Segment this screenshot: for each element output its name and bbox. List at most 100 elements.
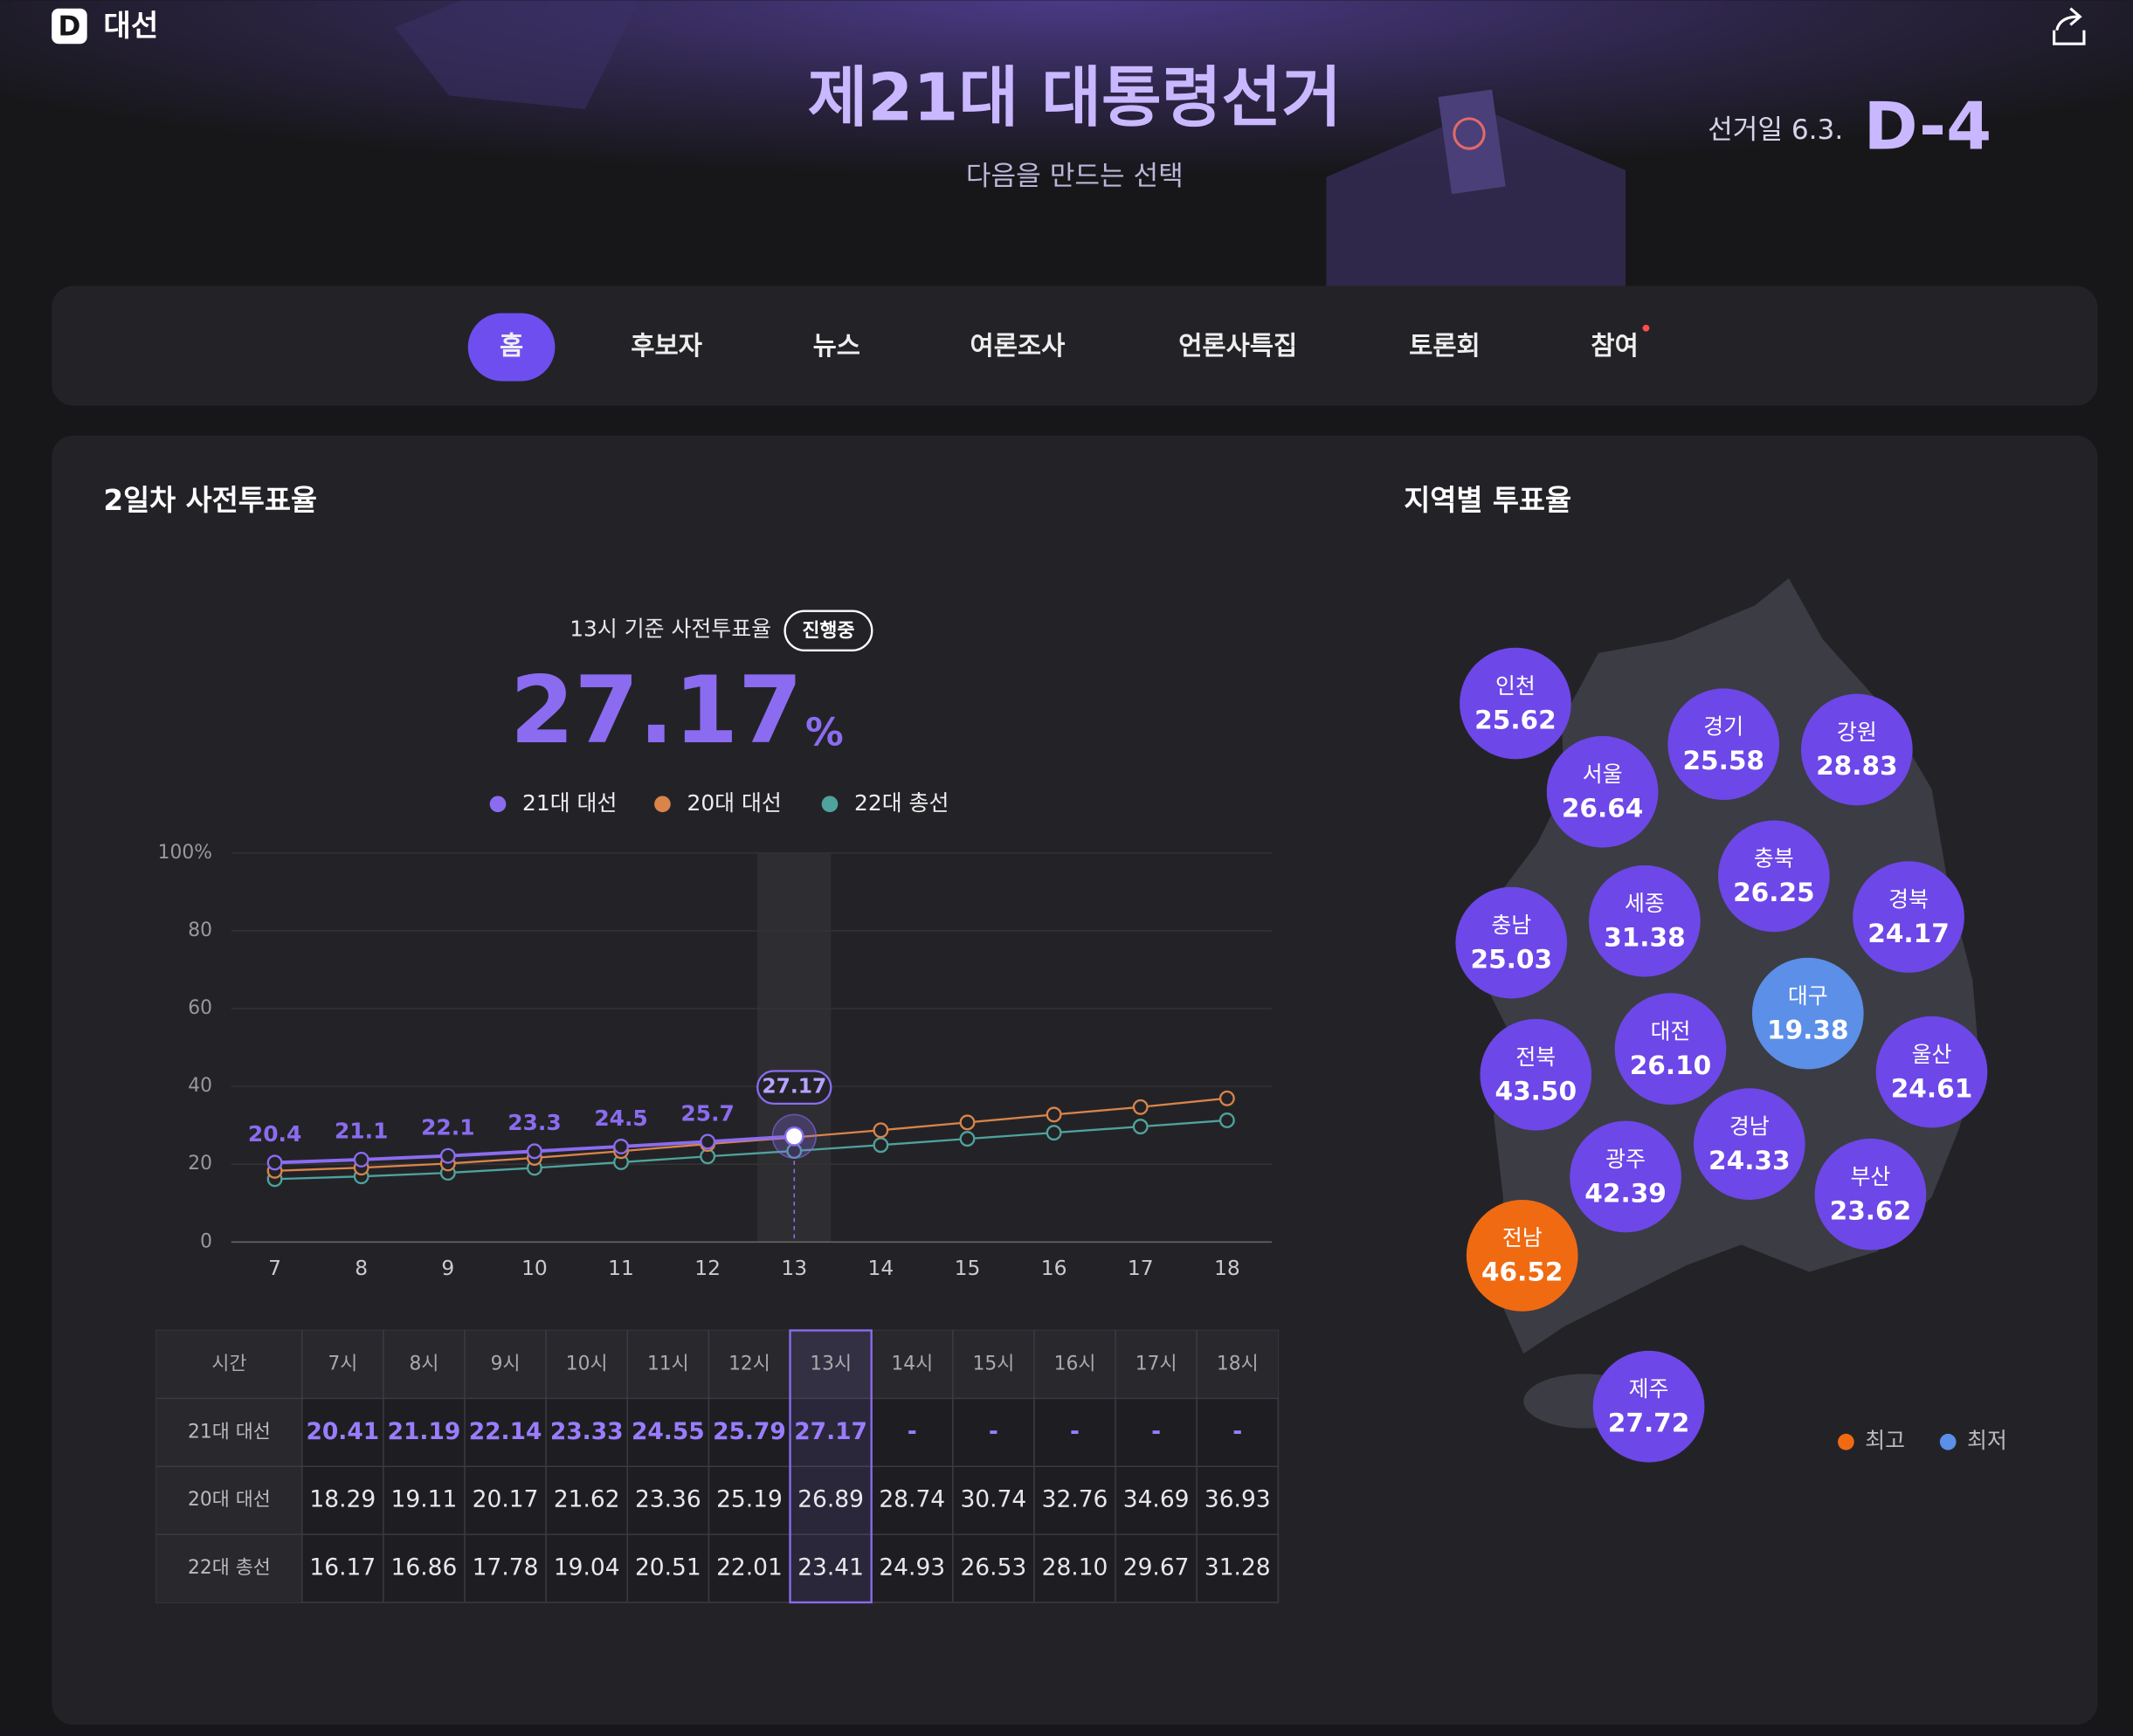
nav-item[interactable]: 토론회 [1409, 331, 1481, 361]
table-header-cell: 17시 [1136, 1353, 1177, 1374]
y-tick-label: 100% [158, 842, 212, 864]
data-label: 25.7 [680, 1100, 734, 1126]
point [873, 1137, 889, 1154]
y-tick-label: 60 [188, 997, 212, 1019]
point [1218, 1090, 1235, 1106]
current-unit: % [805, 711, 844, 754]
table-cell: 24.55 [632, 1418, 705, 1445]
table-cell: 32.76 [1042, 1486, 1108, 1513]
table-cell: 25.19 [716, 1486, 783, 1513]
share-icon[interactable] [2053, 7, 2086, 45]
table-cell: 24.93 [879, 1554, 945, 1581]
decor-ballot [1438, 89, 1506, 195]
subtitle: 다음을 만드는 선택 [966, 161, 1184, 192]
region-bubble[interactable] [1592, 1350, 1705, 1463]
region-bubble[interactable] [1466, 1200, 1578, 1312]
point [266, 1154, 283, 1171]
table-cell: 20.51 [635, 1554, 701, 1581]
region-value: 26.10 [1630, 1051, 1712, 1080]
region-bubble[interactable] [1667, 688, 1780, 801]
region-bubble[interactable] [1693, 1088, 1805, 1201]
region-name: 울산 [1912, 1042, 1952, 1067]
nav-item[interactable]: 뉴스 [813, 331, 860, 361]
region-bubble[interactable] [1589, 865, 1701, 977]
current-col [789, 1329, 873, 1604]
point [1132, 1099, 1149, 1115]
region-bubble[interactable] [1460, 647, 1571, 760]
caption: 13시 기준 사전투표율 [569, 616, 771, 641]
logo-box[interactable] [52, 8, 87, 45]
x-tick-label: 11 [608, 1256, 634, 1280]
point [700, 1133, 716, 1150]
table-row-label: 21대 대선 [188, 1421, 271, 1443]
table-cell: 16.86 [391, 1554, 458, 1581]
table-header-cell: 13시 [810, 1353, 852, 1374]
table-head [156, 1330, 1279, 1399]
x-tick-label: 13 [781, 1256, 807, 1280]
point [353, 1151, 369, 1168]
region-value: 23.62 [1830, 1196, 1912, 1226]
point [526, 1143, 542, 1160]
point [873, 1122, 889, 1139]
region-value: 27.72 [1608, 1408, 1690, 1437]
table-cell: 16.17 [309, 1554, 376, 1581]
table-row-label: 22대 총선 [188, 1557, 271, 1579]
table-header-cell: 11시 [647, 1353, 689, 1374]
point [439, 1147, 456, 1164]
region-name: 광주 [1605, 1147, 1646, 1172]
region-bubble[interactable] [1800, 693, 1913, 806]
table-cell: 26.53 [960, 1554, 1026, 1581]
region-value: 31.38 [1604, 922, 1686, 952]
table-header-cell: 18시 [1217, 1353, 1259, 1374]
table-cell: 17.78 [473, 1554, 539, 1581]
table-cell: 28.10 [1042, 1554, 1108, 1581]
table-cell: 20.17 [473, 1486, 539, 1513]
table-cell: 31.28 [1205, 1554, 1271, 1581]
map-legend-label: 최저 [1967, 1428, 2007, 1453]
region-bubble[interactable] [1455, 886, 1568, 999]
nav-item[interactable]: 참여 [1591, 331, 1638, 361]
nav-item[interactable]: 후보자 [631, 331, 702, 361]
table-cell: 23.36 [635, 1486, 701, 1513]
region-bubble[interactable] [1546, 735, 1659, 848]
region-name: 인천 [1495, 673, 1536, 699]
region-name: 제주 [1629, 1376, 1669, 1402]
decor-ballot-box [1326, 108, 1626, 293]
legend-dot [654, 796, 671, 813]
legend-label: 20대 대선 [687, 790, 781, 816]
region-bubble[interactable] [1570, 1120, 1681, 1233]
region-value: 25.58 [1682, 746, 1764, 775]
region-bubble[interactable] [1875, 1016, 1988, 1128]
table: 시간 7시 8시 9시 10시 11시 12시 13시 14시 15시 16시 17시 18시 21대 대… [155, 1329, 1280, 1604]
table-cell: 19.04 [554, 1554, 620, 1581]
series-line [274, 1119, 1227, 1181]
table-cell: - [1232, 1418, 1242, 1445]
table-cell: 36.93 [1205, 1486, 1271, 1513]
region-bubble[interactable] [1814, 1138, 1927, 1250]
table-header-cell: 9시 [491, 1353, 521, 1374]
dday: D-4 [1864, 88, 1991, 164]
region-bubble[interactable] [1480, 1018, 1592, 1131]
table-cell: - [908, 1418, 917, 1445]
brand: 대선 [103, 9, 158, 44]
region-value: 28.83 [1816, 751, 1898, 781]
nav-item[interactable]: 홈 [500, 331, 523, 361]
region-bubble[interactable] [1853, 861, 1964, 973]
region-bubble[interactable] [1751, 957, 1864, 1070]
data-label: 23.3 [507, 1110, 561, 1135]
table-cell: 34.69 [1123, 1486, 1190, 1513]
region-bubble[interactable] [1717, 820, 1830, 933]
x-tick-label: 10 [521, 1256, 548, 1280]
region-name: 경기 [1703, 714, 1743, 740]
table-cell: 20.41 [306, 1418, 379, 1445]
nav-item[interactable]: 언론사특집 [1178, 331, 1297, 361]
nav-item[interactable]: 여론조사 [970, 331, 1066, 361]
table-header-cell: 8시 [409, 1353, 438, 1374]
table-cell: - [989, 1418, 998, 1445]
table-header-cell: 12시 [728, 1353, 770, 1374]
decor-stamp [1453, 117, 1486, 150]
region-bubble[interactable] [1614, 993, 1727, 1105]
x-tick-label: 18 [1214, 1256, 1240, 1280]
region-value: 42.39 [1584, 1178, 1667, 1208]
series-line [274, 1097, 1227, 1172]
